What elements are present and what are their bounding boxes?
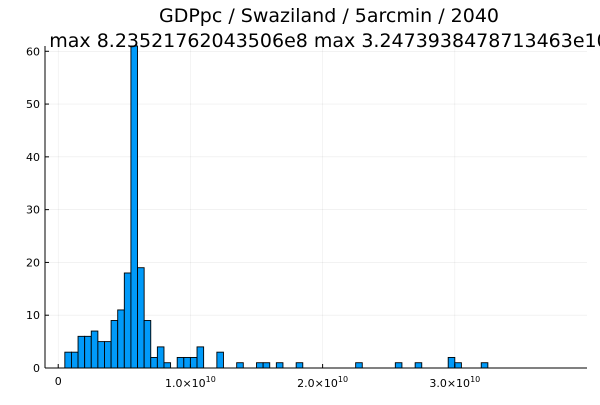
chart-title-line-2: max 8.23521762043506e8 max 3.24739384787… (49, 30, 600, 52)
x-tick-label-3: 3.0×1010 (429, 375, 480, 390)
histogram-bar-30 (454, 362, 462, 369)
x-tick-label-0: 0 (55, 375, 62, 388)
histogram-bar-3 (84, 335, 92, 369)
y-tick-label-1: 10 (26, 309, 40, 322)
axes (44, 46, 587, 369)
x-tick-label-2: 2.0×1010 (297, 375, 348, 390)
x-tick-label-1: 1.0×1010 (165, 375, 216, 390)
histogram-bar-23 (262, 362, 271, 369)
histogram-bars (64, 45, 489, 369)
histogram-bar-26 (355, 362, 363, 369)
histogram-bar-15 (163, 362, 172, 369)
histogram-bar-9 (123, 272, 132, 369)
histogram-bar-31 (480, 362, 489, 369)
histogram-bar-5 (97, 341, 105, 369)
histogram-bar-6 (104, 341, 112, 369)
histogram-bar-19 (196, 346, 205, 369)
y-tick-label-3: 30 (26, 204, 40, 217)
y-tick-label-0: 0 (33, 362, 40, 375)
histogram-bar-12 (143, 320, 152, 369)
histogram-bar-28 (414, 362, 423, 369)
histogram-bar-11 (137, 267, 145, 369)
histogram-bar-29 (447, 356, 456, 369)
histogram-bar-7 (110, 320, 119, 369)
histogram-bar-21 (236, 362, 244, 369)
histogram-bar-24 (275, 362, 284, 369)
y-tick-label-5: 50 (26, 98, 40, 111)
y-tick-label-6: 60 (26, 45, 40, 58)
histogram-bar-14 (156, 346, 165, 369)
histogram-bar-27 (394, 362, 403, 369)
histogram-bar-8 (117, 309, 125, 369)
histogram-bar-4 (90, 330, 99, 369)
histogram-bar-0 (64, 351, 72, 369)
histogram-bar-10 (130, 45, 138, 369)
histogram-bar-25 (295, 362, 304, 369)
histogram-bar-20 (216, 351, 224, 369)
histogram-bar-17 (183, 356, 191, 369)
y-tick-label-4: 40 (26, 151, 40, 164)
histogram-bar-13 (150, 356, 158, 369)
chart-title-line-1: GDPpc / Swaziland / 5arcmin / 2040 (159, 5, 499, 27)
histogram-bar-2 (77, 335, 86, 369)
histogram-bar-16 (176, 356, 185, 369)
y-tick-label-2: 20 (26, 256, 40, 269)
histogram-bar-1 (70, 351, 79, 369)
tick-labels: 0 10 20 30 40 50 60 0 1.0×1010 2.0×1010 3.0×1010 (26, 45, 480, 390)
histogram-bar-22 (256, 362, 264, 369)
histogram-bar-18 (189, 356, 198, 369)
